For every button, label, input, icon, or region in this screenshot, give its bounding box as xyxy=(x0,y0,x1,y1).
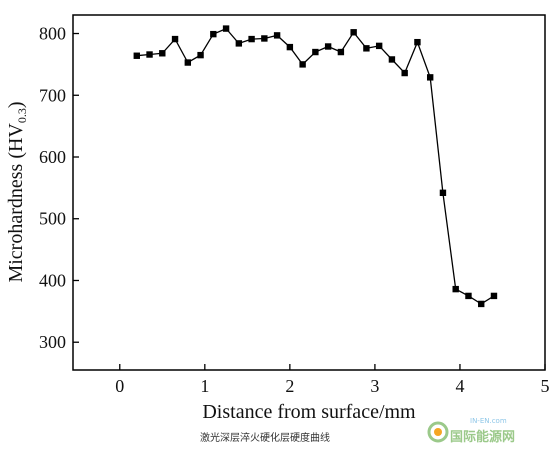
data-points xyxy=(133,25,498,308)
plot-frame xyxy=(72,14,546,371)
y-axis: 300 400 500 600 700 800 xyxy=(39,24,79,352)
watermark-logo: IN-EN.com 国际能源网 xyxy=(427,417,515,445)
x-axis: 0 1 2 3 4 5 xyxy=(115,364,550,396)
x-tick-label: 0 xyxy=(115,376,124,396)
data-point xyxy=(363,45,370,52)
data-point xyxy=(261,35,268,42)
data-point xyxy=(312,48,319,56)
data-point xyxy=(146,51,153,58)
y-tick-label: 800 xyxy=(39,24,66,44)
data-point xyxy=(388,56,396,63)
data-point xyxy=(426,74,434,81)
series-line xyxy=(136,27,495,305)
data-point xyxy=(197,51,204,59)
data-point xyxy=(439,189,447,197)
data-point xyxy=(222,25,230,32)
y-tick-label: 600 xyxy=(39,147,66,167)
data-point xyxy=(337,48,345,56)
data-point xyxy=(184,59,192,66)
y-axis-label: Microhardness (HV0.3) xyxy=(5,101,29,282)
data-point xyxy=(159,50,166,57)
data-point xyxy=(324,43,332,50)
figure-caption: 激光深层淬火硬化层硬度曲线 xyxy=(200,431,330,444)
x-tick-label: 5 xyxy=(541,376,550,396)
data-point xyxy=(133,52,140,59)
data-point xyxy=(414,38,421,46)
x-tick-label: 4 xyxy=(455,376,464,396)
data-point xyxy=(465,292,472,300)
y-tick-label: 300 xyxy=(39,332,66,352)
data-point xyxy=(210,30,217,38)
data-point xyxy=(235,40,243,47)
data-point xyxy=(299,61,306,68)
svg-text:IN-EN.com: IN-EN.com xyxy=(470,417,507,425)
data-point xyxy=(273,32,281,39)
data-point xyxy=(375,42,383,50)
data-point xyxy=(490,292,498,300)
data-point xyxy=(350,29,357,36)
y-tick-label: 400 xyxy=(39,270,66,290)
y-tick-label: 500 xyxy=(39,209,66,229)
data-point xyxy=(286,43,294,51)
data-point xyxy=(478,300,485,308)
data-point xyxy=(401,69,408,77)
data-point xyxy=(171,35,179,43)
data-point xyxy=(248,35,255,43)
svg-text:国际能源网: 国际能源网 xyxy=(450,429,515,445)
x-tick-label: 3 xyxy=(370,376,379,396)
x-tick-label: 1 xyxy=(200,376,209,396)
data-point xyxy=(452,285,459,293)
x-axis-label: Distance from surface/mm xyxy=(202,401,416,423)
x-tick-label: 2 xyxy=(285,376,294,396)
y-tick-label: 700 xyxy=(39,85,66,105)
